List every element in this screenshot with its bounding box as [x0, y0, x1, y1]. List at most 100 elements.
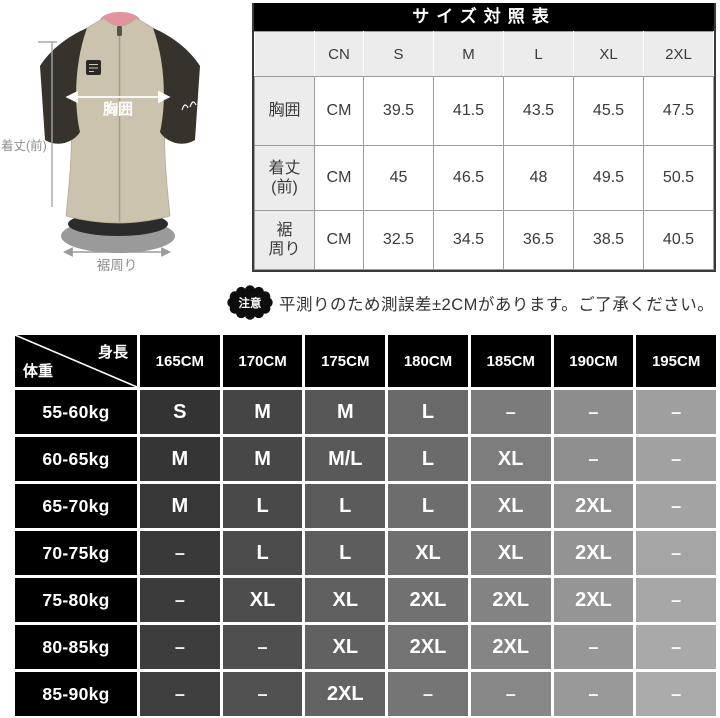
- size-table-row: 裾 周り CM 32.5 34.5 36.5 38.5 40.5: [254, 210, 714, 270]
- size-col-header: [254, 31, 315, 77]
- size-col-header: M: [433, 31, 504, 77]
- matrix-size-cell: XL: [305, 625, 386, 669]
- size-comparison-table: サイズ対照表 CN S M L XL 2XL 胸囲 CM 39.5 41.5 43.5 45.5 47.…: [252, 3, 716, 272]
- hem-measure-label: 裾周り: [97, 258, 138, 273]
- size-table-row: 胸囲 CM 39.5 41.5 43.5 45.5 47.5: [254, 76, 714, 146]
- size-value-cell: 36.5: [503, 210, 574, 270]
- size-value-cell: 49.5: [573, 145, 644, 211]
- matrix-weight-label: 75-80kg: [15, 578, 137, 622]
- jersey-body: [65, 17, 171, 224]
- matrix-size-cell: –: [470, 390, 551, 434]
- measure-label: 胸囲: [254, 76, 315, 146]
- size-col-header: XL: [573, 31, 644, 77]
- size-col-header: 2XL: [643, 31, 714, 77]
- matrix-size-cell: –: [553, 672, 634, 716]
- matrix-size-cell: S: [140, 390, 220, 434]
- matrix-corner-cell: 身長 体重: [15, 335, 137, 387]
- unit-cell: CM: [314, 76, 364, 146]
- matrix-size-cell: M: [222, 437, 303, 481]
- size-value-cell: 45: [363, 145, 434, 211]
- matrix-size-cell: XL: [388, 531, 468, 575]
- matrix-size-cell: –: [636, 625, 716, 669]
- matrix-size-cell: –: [636, 484, 716, 528]
- matrix-height-header: 180CM: [388, 335, 468, 387]
- matrix-size-cell: –: [553, 437, 634, 481]
- matrix-size-cell: M: [140, 437, 220, 481]
- sleeve-logo-icon: [181, 98, 205, 111]
- matrix-size-cell: XL: [470, 531, 551, 575]
- matrix-size-cell: XL: [470, 437, 551, 481]
- matrix-size-cell: M/L: [305, 437, 386, 481]
- matrix-weight-label: 85-90kg: [15, 672, 137, 716]
- matrix-height-header: 165CM: [140, 335, 220, 387]
- notice-text: 平測りのため測誤差±2CMがあります。ご了承ください。: [279, 295, 715, 314]
- size-value-cell: 32.5: [363, 210, 434, 270]
- matrix-size-cell: L: [305, 531, 386, 575]
- matrix-size-cell: 2XL: [470, 625, 551, 669]
- zipper-pull: [117, 26, 122, 36]
- matrix-size-cell: –: [222, 672, 303, 716]
- matrix-size-cell: 2XL: [470, 578, 551, 622]
- matrix-size-cell: XL: [222, 578, 303, 622]
- matrix-height-header: 175CM: [305, 335, 386, 387]
- size-table-title: サイズ対照表: [254, 3, 714, 31]
- size-col-header: L: [503, 31, 574, 77]
- size-table-body: CN S M L XL 2XL 胸囲 CM 39.5 41.5 43.5 45.5 47.5 着丈 (前)…: [254, 31, 714, 270]
- matrix-size-cell: –: [553, 625, 634, 669]
- matrix-size-cell: M: [222, 390, 303, 434]
- size-value-cell: 46.5: [433, 145, 504, 211]
- matrix-size-cell: 2XL: [553, 531, 634, 575]
- size-value-cell: 45.5: [573, 76, 644, 146]
- unit-cell: CM: [314, 210, 364, 270]
- size-col-header: S: [363, 31, 434, 77]
- corner-height-label: 身長: [97, 344, 128, 361]
- matrix-size-cell: –: [140, 578, 220, 622]
- matrix-size-cell: –: [140, 625, 220, 669]
- size-value-cell: 38.5: [573, 210, 644, 270]
- matrix-size-cell: –: [222, 625, 303, 669]
- size-table-row: 着丈 (前) CM 45 46.5 48 49.5 50.5: [254, 145, 714, 211]
- jersey-right-sleeve: [153, 28, 200, 144]
- size-value-cell: 39.5: [363, 76, 434, 146]
- matrix-size-cell: XL: [470, 484, 551, 528]
- matrix-size-cell: –: [388, 672, 468, 716]
- matrix-size-cell: 2XL: [305, 672, 386, 716]
- matrix-size-cell: M: [140, 484, 220, 528]
- matrix-size-cell: L: [222, 531, 303, 575]
- matrix-size-cell: –: [636, 531, 716, 575]
- matrix-weight-label: 80-85kg: [15, 625, 137, 669]
- jersey-measurement-diagram: 胸囲 着丈(前) 裾周り: [1, 12, 205, 273]
- corner-diagonal-line: [15, 335, 137, 387]
- matrix-weight-label: 70-75kg: [15, 531, 137, 575]
- matrix-size-cell: M: [305, 390, 386, 434]
- matrix-size-cell: –: [636, 437, 716, 481]
- caution-badge-label: 注意: [239, 296, 262, 310]
- front-length-label: 着丈(前): [1, 138, 47, 153]
- matrix-size-cell: L: [305, 484, 386, 528]
- unit-cell: CM: [314, 145, 364, 211]
- chest-measure-label: 胸囲: [103, 100, 133, 118]
- chest-logo-marks: [89, 64, 98, 72]
- measure-label: 裾 周り: [254, 210, 315, 270]
- matrix-size-cell: –: [140, 672, 220, 716]
- measure-label: 着丈 (前): [254, 145, 315, 211]
- size-value-cell: 50.5: [643, 145, 714, 211]
- matrix-height-header: 185CM: [470, 335, 551, 387]
- size-table-header-row: CN S M L XL 2XL: [254, 31, 714, 77]
- matrix-size-cell: L: [222, 484, 303, 528]
- matrix-height-header: 170CM: [222, 335, 303, 387]
- matrix-size-cell: –: [140, 531, 220, 575]
- matrix-size-cell: L: [388, 484, 468, 528]
- matrix-size-cell: L: [388, 390, 468, 434]
- matrix-size-cell: XL: [305, 578, 386, 622]
- matrix-weight-label: 65-70kg: [15, 484, 137, 528]
- notice-row: 注意 平測りのため測誤差±2CMがあります。ご了承ください。: [226, 284, 714, 321]
- matrix-size-cell: L: [388, 437, 468, 481]
- size-col-header: CN: [314, 31, 364, 77]
- matrix-size-cell: –: [636, 390, 716, 434]
- matrix-size-cell: 2XL: [553, 484, 634, 528]
- size-value-cell: 43.5: [503, 76, 574, 146]
- caution-seal-icon: 注意: [227, 285, 273, 320]
- matrix-size-cell: –: [636, 672, 716, 716]
